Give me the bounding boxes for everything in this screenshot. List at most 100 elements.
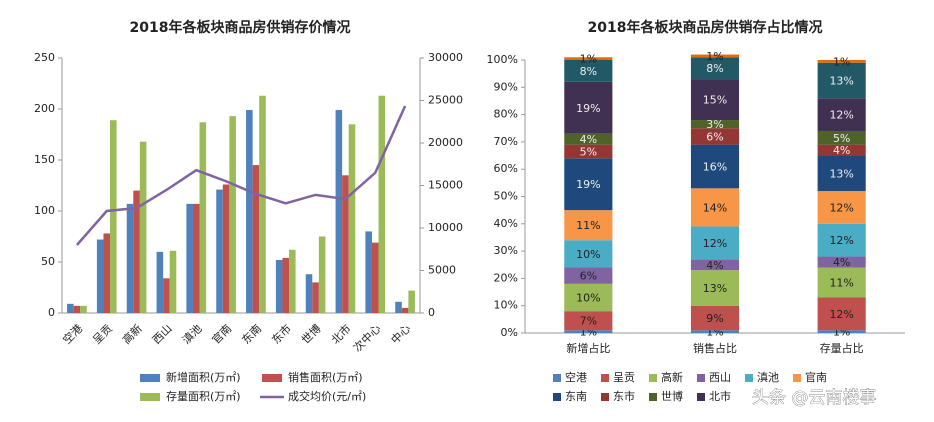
legend-label: 北市: [709, 389, 731, 403]
watermark: 头条 @云南楼事: [752, 388, 876, 408]
value-label: 5%: [580, 145, 597, 158]
y-tick-label: 0%: [501, 326, 518, 339]
y-tick-label: 60%: [494, 162, 518, 175]
y-tick-label: 100%: [487, 53, 518, 66]
y2-tick-label: 20000: [428, 136, 463, 149]
bar: [282, 257, 290, 313]
bar: [103, 233, 111, 313]
legend-swatch: [553, 393, 561, 401]
legend-swatch: [140, 393, 160, 401]
bar-segment: [817, 330, 866, 333]
legend-swatch: [262, 374, 282, 382]
bar-segment: [690, 128, 740, 145]
value-label: 12%: [829, 234, 853, 247]
y-tick-label: 90%: [494, 80, 518, 93]
bar-segment: [564, 330, 613, 333]
value-label: 1%: [580, 53, 597, 66]
legend-swatch: [649, 374, 657, 382]
bar-segment: [690, 188, 740, 227]
bar: [186, 203, 193, 313]
bar-segment: [690, 57, 740, 80]
bar-segment: [817, 62, 866, 99]
legend-swatch: [601, 393, 609, 401]
bar-segment: [817, 191, 866, 224]
bar: [348, 124, 356, 313]
bar-segment: [564, 57, 613, 60]
bar: [371, 242, 379, 313]
legend-label: 成交均价(元/㎡): [288, 389, 366, 403]
bar: [305, 274, 313, 313]
bar-segment: [817, 98, 866, 131]
value-label: 3%: [706, 118, 723, 131]
bar-segment: [564, 158, 613, 211]
bar-segment: [564, 133, 613, 145]
bar: [395, 301, 402, 313]
y-tick-label: 50%: [494, 190, 518, 203]
bar: [133, 190, 140, 313]
bar: [163, 278, 170, 313]
y-tick-label: 250: [34, 51, 55, 64]
y-tick-label: 50: [41, 255, 55, 268]
legend-label: 高新: [661, 370, 683, 384]
bar-segment: [690, 144, 740, 189]
bar: [252, 165, 260, 313]
bar: [67, 303, 74, 313]
legend-label: 空港: [565, 370, 587, 384]
legend-label: 存量面积(万㎡): [166, 389, 241, 403]
y-tick-label: 70%: [494, 135, 518, 148]
bar: [275, 259, 283, 313]
legend-label: 销售面积(万㎡): [288, 370, 363, 384]
value-label: 11%: [576, 219, 600, 232]
bar-segment: [564, 210, 613, 241]
bar: [259, 95, 266, 314]
bar-segment: [564, 60, 613, 82]
bar: [318, 236, 326, 313]
value-label: 19%: [576, 102, 600, 115]
legend-label: 东南: [565, 390, 587, 403]
y-tick-label: 10%: [494, 299, 518, 312]
bar-segment: [817, 130, 866, 145]
y-tick-label: 100: [34, 204, 55, 217]
value-label: 16%: [703, 160, 727, 173]
legend-swatch: [553, 374, 561, 382]
value-label: 11%: [829, 276, 853, 289]
legend-label: 世博: [661, 390, 683, 403]
bar: [365, 231, 372, 313]
bar: [335, 110, 343, 314]
legend-label: 滇池: [757, 370, 779, 384]
bar-segment: [817, 267, 866, 298]
value-label: 12%: [829, 109, 853, 122]
value-label: 4%: [580, 133, 597, 146]
bar: [222, 184, 230, 313]
bar: [192, 203, 200, 313]
bar: [216, 189, 223, 313]
x-tick-label: 新增占比: [566, 341, 610, 355]
legend-label: 新增面积(万㎡): [166, 370, 241, 384]
bar: [156, 251, 164, 313]
value-label: 14%: [703, 201, 727, 214]
bar: [378, 95, 386, 314]
bar-segment: [817, 60, 866, 63]
y2-tick-label: 0: [428, 306, 435, 319]
value-label: 15%: [703, 94, 727, 107]
value-label: 12%: [703, 237, 727, 250]
y-tick-label: 20%: [494, 271, 518, 284]
y2-tick-label: 25000: [428, 94, 463, 107]
bar-segment: [690, 120, 740, 129]
value-label: 12%: [829, 308, 853, 321]
value-label: 10%: [576, 292, 600, 305]
y-tick-label: 80%: [494, 108, 518, 121]
legend-swatch: [140, 374, 160, 382]
value-label: 9%: [706, 312, 723, 325]
bar-segment: [817, 256, 866, 268]
bar: [229, 116, 236, 313]
bar-segment: [564, 81, 613, 134]
value-label: 7%: [580, 315, 597, 328]
legend-swatch: [697, 374, 705, 382]
bar-segment: [690, 330, 740, 333]
bar-segment: [690, 270, 740, 306]
bar-segment: [817, 144, 866, 156]
legend-swatch: [793, 374, 801, 382]
